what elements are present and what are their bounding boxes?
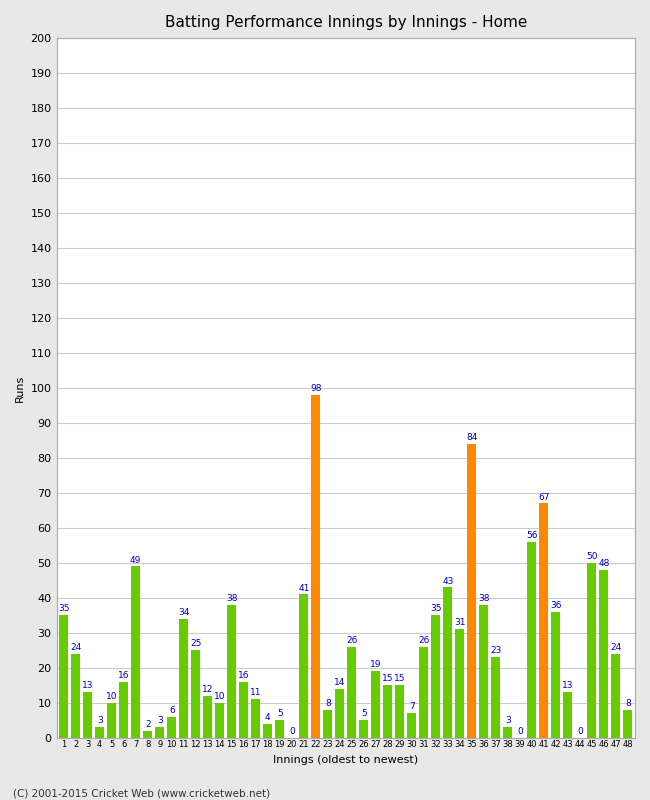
Bar <box>119 682 128 738</box>
Bar <box>384 685 393 738</box>
Text: 10: 10 <box>106 692 118 701</box>
Text: 3: 3 <box>97 717 103 726</box>
Bar <box>611 654 620 738</box>
Bar <box>491 658 500 738</box>
Bar <box>419 646 428 738</box>
Text: 6: 6 <box>169 706 175 715</box>
Bar <box>227 605 236 738</box>
Text: 38: 38 <box>478 594 489 603</box>
Bar <box>588 562 596 738</box>
Text: 2: 2 <box>145 720 151 729</box>
Bar <box>551 612 560 738</box>
Text: 3: 3 <box>157 717 162 726</box>
Text: 84: 84 <box>466 433 478 442</box>
X-axis label: Innings (oldest to newest): Innings (oldest to newest) <box>273 755 419 765</box>
Bar <box>59 615 68 738</box>
Text: 26: 26 <box>418 636 430 645</box>
Bar <box>335 689 345 738</box>
Bar <box>443 587 452 738</box>
Text: 7: 7 <box>409 702 415 711</box>
Text: 31: 31 <box>454 618 465 627</box>
Text: 56: 56 <box>526 531 538 540</box>
Text: 98: 98 <box>310 384 322 393</box>
Text: 49: 49 <box>130 555 142 565</box>
Bar <box>83 692 92 738</box>
Text: 3: 3 <box>505 717 511 726</box>
Text: 10: 10 <box>214 692 226 701</box>
Bar <box>467 444 476 738</box>
Bar <box>155 727 164 738</box>
Text: 50: 50 <box>586 552 597 561</box>
Text: 19: 19 <box>370 661 382 670</box>
Bar <box>455 630 464 738</box>
Title: Batting Performance Innings by Innings - Home: Batting Performance Innings by Innings -… <box>164 15 527 30</box>
Text: 23: 23 <box>490 646 501 655</box>
Text: 43: 43 <box>442 577 454 586</box>
Bar <box>503 727 512 738</box>
Bar <box>179 618 188 738</box>
Bar <box>527 542 536 738</box>
Text: 16: 16 <box>238 671 250 680</box>
Text: 38: 38 <box>226 594 237 603</box>
Bar <box>432 615 440 738</box>
Bar <box>143 730 152 738</box>
Bar <box>311 395 320 738</box>
Text: 13: 13 <box>562 682 573 690</box>
Bar <box>408 713 416 738</box>
Bar <box>215 702 224 738</box>
Bar <box>167 717 176 738</box>
Text: 12: 12 <box>202 685 213 694</box>
Text: 15: 15 <box>382 674 393 683</box>
Text: 8: 8 <box>625 699 630 708</box>
Bar <box>239 682 248 738</box>
Text: 35: 35 <box>58 605 70 614</box>
Text: 5: 5 <box>361 710 367 718</box>
Bar <box>191 650 200 738</box>
Bar <box>203 696 213 738</box>
Bar <box>623 710 632 738</box>
Bar <box>72 654 80 738</box>
Bar <box>564 692 572 738</box>
Text: 0: 0 <box>517 727 523 736</box>
Text: 0: 0 <box>577 727 582 736</box>
Bar <box>96 727 104 738</box>
Text: 13: 13 <box>82 682 94 690</box>
Bar <box>347 646 356 738</box>
Text: (C) 2001-2015 Cricket Web (www.cricketweb.net): (C) 2001-2015 Cricket Web (www.cricketwe… <box>13 788 270 798</box>
Bar <box>275 720 284 738</box>
Text: 24: 24 <box>610 643 621 652</box>
Text: 5: 5 <box>277 710 283 718</box>
Bar <box>540 503 549 738</box>
Text: 0: 0 <box>289 727 294 736</box>
Bar <box>107 702 116 738</box>
Text: 41: 41 <box>298 583 309 593</box>
Text: 8: 8 <box>325 699 331 708</box>
Bar <box>323 710 332 738</box>
Bar <box>395 685 404 738</box>
Bar <box>131 566 140 738</box>
Text: 34: 34 <box>178 608 189 617</box>
Text: 14: 14 <box>334 678 345 687</box>
Bar <box>252 699 260 738</box>
Bar <box>479 605 488 738</box>
Text: 35: 35 <box>430 605 441 614</box>
Text: 67: 67 <box>538 493 549 502</box>
Text: 26: 26 <box>346 636 358 645</box>
Text: 16: 16 <box>118 671 129 680</box>
Bar <box>299 594 308 738</box>
Bar <box>599 570 608 738</box>
Bar <box>359 720 369 738</box>
Text: 11: 11 <box>250 689 261 698</box>
Bar <box>263 724 272 738</box>
Text: 4: 4 <box>265 713 270 722</box>
Text: 48: 48 <box>598 559 610 568</box>
Text: 25: 25 <box>190 639 202 649</box>
Text: 36: 36 <box>550 601 562 610</box>
Y-axis label: Runs: Runs <box>15 374 25 402</box>
Text: 24: 24 <box>70 643 81 652</box>
Text: 15: 15 <box>394 674 406 683</box>
Bar <box>371 671 380 738</box>
